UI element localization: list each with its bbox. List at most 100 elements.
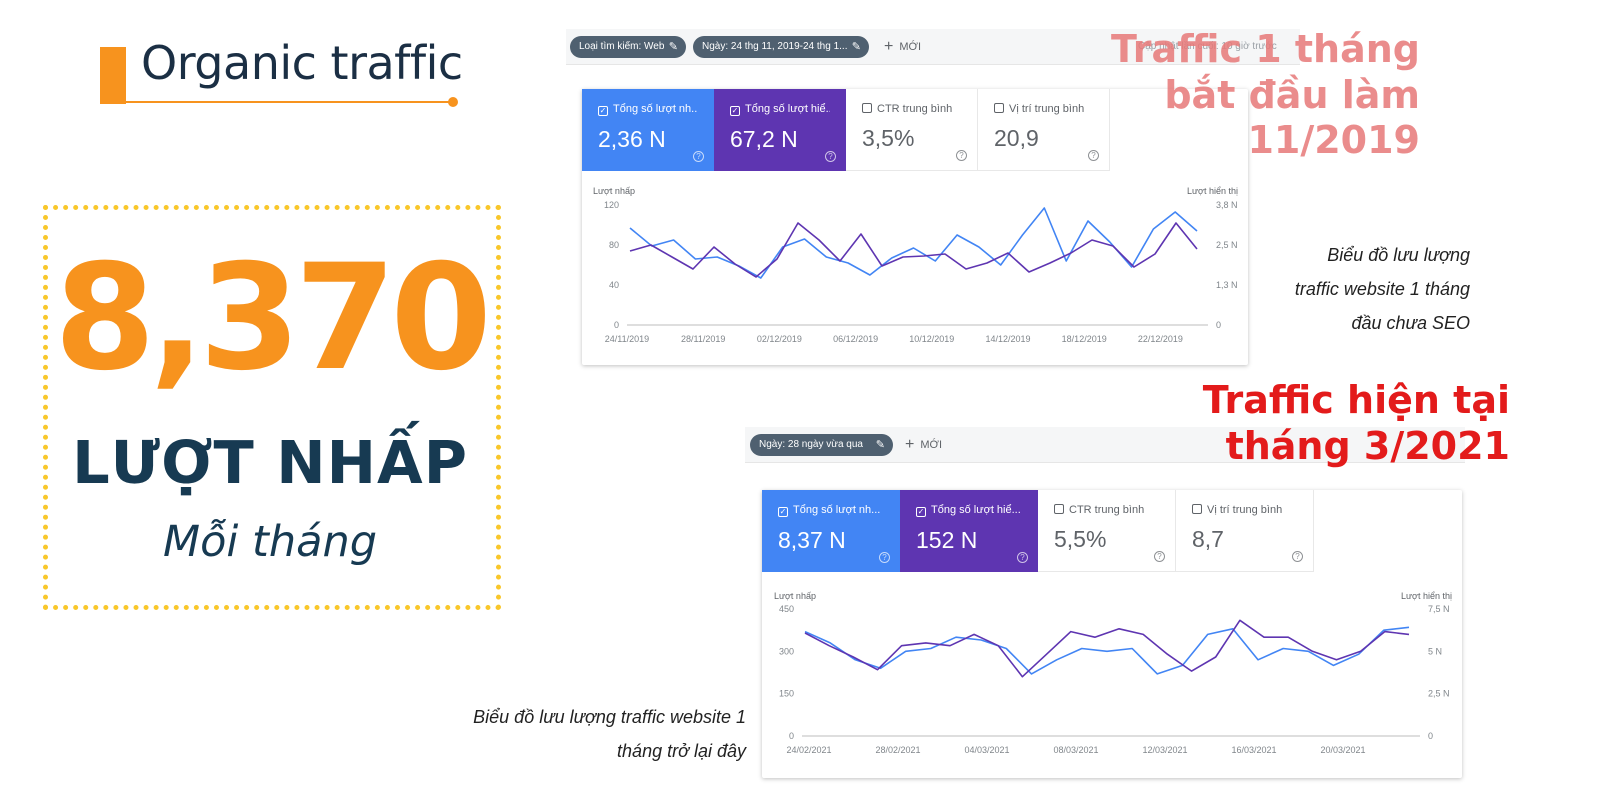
metric-impressions[interactable]: ✓ Tổng số lượt hiể... 67,2 N ?: [714, 89, 846, 171]
y2-tick-label: 0: [1428, 731, 1433, 741]
x-tick-label: 12/03/2021: [1142, 745, 1187, 755]
annotation-line: tháng 3/2021: [1225, 423, 1510, 468]
x-tick-label: 08/03/2021: [1053, 745, 1098, 755]
page-title: Organic traffic: [141, 36, 463, 90]
y2-tick-label: 5 N: [1428, 646, 1442, 656]
checkbox-icon: [1054, 504, 1064, 514]
annotation-line: 11/2019: [1247, 118, 1420, 163]
search-type-chip[interactable]: Loại tìm kiếm: Web ✎: [570, 36, 686, 58]
help-icon[interactable]: ?: [1292, 551, 1303, 562]
filter-bar-top: Loại tìm kiếm: Web ✎ Ngày: 24 thg 11, 20…: [566, 29, 1300, 65]
caption-line: traffic website 1 tháng: [1294, 279, 1470, 299]
metric-clicks[interactable]: ✓ Tổng số lượt nh... 2,36 N ?: [582, 89, 714, 171]
x-tick-label: 28/11/2019: [681, 334, 725, 344]
metric-label: Tổng số lượt hiể...: [745, 103, 830, 115]
metric-label: Tổng số lượt nh...: [793, 504, 881, 516]
y-tick-label: 450: [779, 604, 794, 614]
caption-line: đầu chưa SEO: [1351, 313, 1470, 333]
caption-line: tháng trở lại đây: [617, 741, 746, 761]
metric-clicks[interactable]: ✓ Tổng số lượt nh... 8,37 N ?: [762, 490, 900, 572]
last-updated-label: Cập nhật lần cuối: 10 giờ trước: [1138, 41, 1277, 52]
metric-value: 20,9: [994, 125, 1039, 151]
help-icon[interactable]: ?: [1017, 552, 1028, 563]
series-line-0: [629, 207, 1198, 279]
help-icon[interactable]: ?: [1088, 150, 1099, 161]
y2-tick-label: 2,5 N: [1216, 240, 1238, 250]
annotation-line: bắt đầu làm: [1164, 72, 1420, 117]
x-tick-label: 24/11/2019: [605, 334, 649, 344]
x-tick-label: 16/03/2021: [1231, 745, 1276, 755]
help-icon[interactable]: ?: [693, 151, 704, 162]
metric-label: Vị trí trung bình: [1009, 103, 1085, 115]
help-icon[interactable]: ?: [879, 552, 890, 563]
caption-line: Biểu đồ lưu lượng: [1327, 245, 1470, 265]
big-label: LƯỢT NHẤP: [72, 428, 468, 497]
metric-value: 8,37 N: [778, 527, 846, 553]
date-chip[interactable]: Ngày: 24 thg 11, 2019-24 thg 1... ✎: [693, 36, 869, 58]
metric-value: 67,2 N: [730, 126, 798, 152]
metric-position[interactable]: Vị trí trung bình 20,9 ?: [978, 89, 1110, 171]
caption-top: Biểu đồ lưu lượng traffic website 1 thán…: [1260, 238, 1470, 340]
plus-icon: +: [884, 38, 894, 55]
annotation-current: Traffic hiện tại tháng 3/2021: [1070, 378, 1510, 469]
metric-ctr[interactable]: CTR trung bình 5,5% ?: [1038, 490, 1176, 572]
right-axis-title: Lượt hiển thị: [1401, 591, 1452, 601]
y2-tick-label: 0: [1216, 320, 1221, 330]
checkbox-icon: ✓: [916, 507, 926, 517]
checkbox-icon: [994, 103, 1004, 113]
checkbox-icon: ✓: [778, 507, 788, 517]
new-label: MỚI: [920, 439, 942, 451]
metric-ctr[interactable]: CTR trung bình 3,5% ?: [846, 89, 978, 171]
stat-box: [43, 205, 501, 610]
annotation-line: Traffic 1 tháng: [1110, 27, 1420, 71]
caption-line: Biểu đồ lưu lượng traffic website 1: [473, 707, 746, 727]
y-tick-label: 300: [779, 646, 794, 656]
x-tick-label: 14/12/2019: [985, 334, 1030, 344]
line-chart-top: 0 0 40 1,3 N 80 2,5 N 120 3,8 N 24/11/2019 28/11/…: [604, 200, 1238, 344]
edit-icon: ✎: [851, 41, 861, 53]
metric-label: Vị trí trung bình: [1207, 504, 1283, 516]
new-filter-button[interactable]: + MỚI: [884, 36, 921, 58]
x-tick-label: 10/12/2019: [909, 334, 954, 344]
title-underline: [126, 101, 453, 103]
metric-value: 2,36 N: [598, 126, 666, 152]
metric-label: CTR trung bình: [1069, 504, 1145, 516]
edit-icon: ✎: [668, 41, 678, 53]
help-icon[interactable]: ?: [1154, 551, 1165, 562]
date-chip[interactable]: Ngày: 28 ngày vừa qua ✎: [750, 434, 893, 456]
x-tick-label: 22/12/2019: [1138, 334, 1183, 344]
x-tick-label: 20/03/2021: [1320, 745, 1365, 755]
y2-tick-label: 3,8 N: [1216, 200, 1238, 210]
performance-card-top: ✓ Tổng số lượt nh... 2,36 N ? ✓ Tổng số lư…: [582, 89, 1248, 365]
filter-bar-bottom: Ngày: 28 ngày vừa qua ✎ + MỚI: [745, 427, 1465, 463]
metric-position[interactable]: Vị trí trung bình 8,7 ?: [1176, 490, 1314, 572]
series-line-1: [804, 619, 1410, 678]
metric-impressions[interactable]: ✓ Tổng số lượt hiể... 152 N ?: [900, 490, 1038, 572]
checkbox-icon: [1192, 504, 1202, 514]
sub-label: Mỗi tháng: [162, 517, 378, 567]
y-tick-label: 120: [604, 200, 619, 210]
left-axis-title: Lượt nhấp: [593, 186, 635, 196]
new-label: MỚI: [899, 41, 921, 53]
x-tick-label: 06/12/2019: [833, 334, 878, 344]
x-tick-label: 28/02/2021: [875, 745, 920, 755]
chip-label: Ngày: 28 ngày vừa qua: [759, 439, 863, 450]
left-axis-title: Lượt nhấp: [774, 591, 816, 601]
metric-label: Tổng số lượt nh...: [613, 103, 698, 115]
metric-value: 5,5%: [1054, 526, 1107, 552]
metric-value: 3,5%: [862, 125, 915, 151]
series-line-1: [629, 222, 1198, 278]
x-tick-label: 04/03/2021: [964, 745, 1009, 755]
help-icon[interactable]: ?: [825, 151, 836, 162]
line-chart-bottom: 0 0 150 2,5 N 300 5 N 450 7,5 N 24/02/2021 28/02/…: [779, 604, 1450, 755]
annotation-start: Traffic 1 tháng bắt đầu làm 11/2019: [1000, 27, 1420, 164]
x-tick-label: 18/12/2019: [1062, 334, 1107, 344]
y-tick-label: 0: [789, 731, 794, 741]
big-number: 8,370: [54, 233, 492, 403]
help-icon[interactable]: ?: [956, 150, 967, 161]
y2-tick-label: 2,5 N: [1428, 689, 1450, 699]
new-filter-button[interactable]: + MỚI: [905, 434, 942, 456]
annotation-line: Traffic hiện tại: [1202, 378, 1510, 422]
title-accent-bar: [100, 47, 126, 104]
